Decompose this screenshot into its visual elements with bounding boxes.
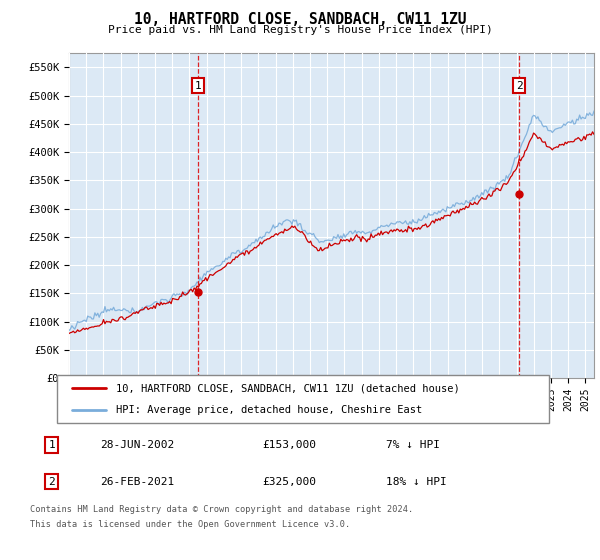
Text: 18% ↓ HPI: 18% ↓ HPI bbox=[386, 477, 447, 487]
Text: 10, HARTFORD CLOSE, SANDBACH, CW11 1ZU: 10, HARTFORD CLOSE, SANDBACH, CW11 1ZU bbox=[134, 12, 466, 27]
Text: £325,000: £325,000 bbox=[262, 477, 316, 487]
Text: 1: 1 bbox=[195, 81, 202, 91]
Text: 1: 1 bbox=[48, 440, 55, 450]
Text: HPI: Average price, detached house, Cheshire East: HPI: Average price, detached house, Ches… bbox=[116, 405, 422, 415]
Text: 28-JUN-2002: 28-JUN-2002 bbox=[100, 440, 175, 450]
Text: Contains HM Land Registry data © Crown copyright and database right 2024.: Contains HM Land Registry data © Crown c… bbox=[30, 505, 413, 514]
Text: 2: 2 bbox=[516, 81, 523, 91]
Text: 26-FEB-2021: 26-FEB-2021 bbox=[100, 477, 175, 487]
Text: Price paid vs. HM Land Registry's House Price Index (HPI): Price paid vs. HM Land Registry's House … bbox=[107, 25, 493, 35]
Text: 2: 2 bbox=[48, 477, 55, 487]
Text: 7% ↓ HPI: 7% ↓ HPI bbox=[386, 440, 440, 450]
Text: £153,000: £153,000 bbox=[262, 440, 316, 450]
Text: 10, HARTFORD CLOSE, SANDBACH, CW11 1ZU (detached house): 10, HARTFORD CLOSE, SANDBACH, CW11 1ZU (… bbox=[116, 383, 460, 393]
FancyBboxPatch shape bbox=[57, 375, 549, 423]
Text: This data is licensed under the Open Government Licence v3.0.: This data is licensed under the Open Gov… bbox=[30, 520, 350, 529]
